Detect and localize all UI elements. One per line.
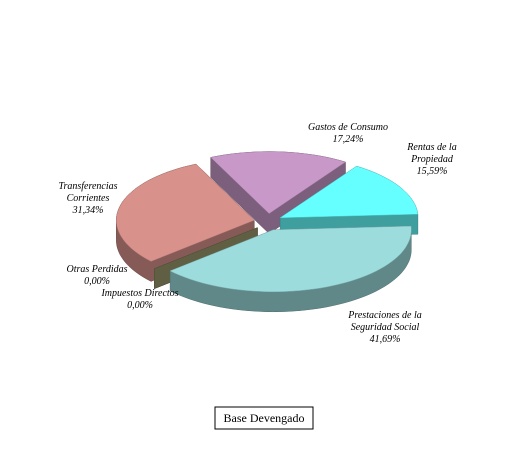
slice — [116, 163, 255, 262]
slice-label: Impuestos Directos — [100, 288, 178, 299]
slice-label: Gastos de Consumo — [308, 122, 388, 133]
slice — [169, 225, 412, 293]
value-label: 15,59% — [417, 166, 448, 177]
caption: Base Devengado — [224, 411, 305, 425]
caption-box — [214, 406, 314, 430]
value-label: 17,24% — [333, 134, 364, 145]
slice-label: Prestaciones de la Seguridad Social — [347, 310, 422, 333]
slice-label: Rentas de la Propiedad — [406, 142, 456, 165]
slice-label: Transferencias Corrientes — [58, 181, 117, 204]
slice — [279, 165, 419, 219]
value-label: 31,34% — [72, 205, 104, 216]
value-label: 0,00% — [127, 300, 153, 311]
slice — [210, 151, 347, 214]
value-label: 0,00% — [84, 276, 110, 287]
value-label: 41,69% — [370, 334, 401, 345]
slice-label: Otras Perdidas — [66, 264, 127, 275]
